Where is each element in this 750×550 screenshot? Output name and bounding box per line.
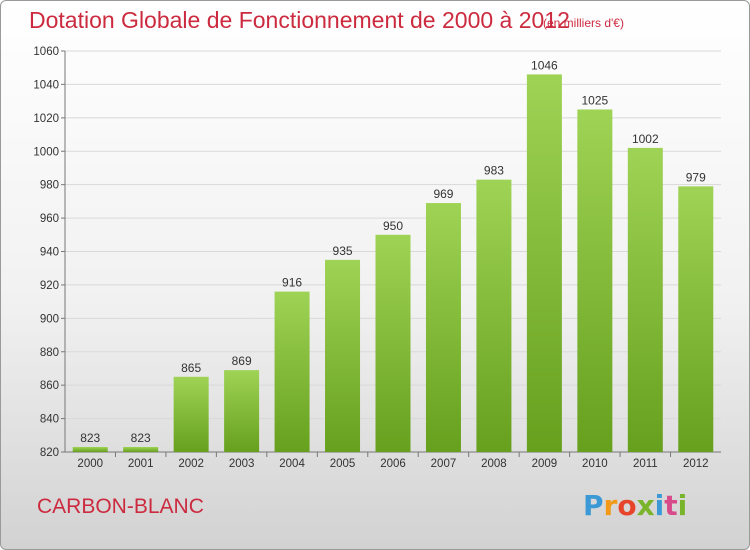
x-tick-label: 2009 bbox=[532, 458, 558, 470]
x-tick-label: 2004 bbox=[279, 458, 305, 470]
x-tick-label: 2002 bbox=[178, 458, 204, 470]
bar-value-label: 983 bbox=[484, 164, 504, 178]
bar bbox=[476, 179, 512, 452]
y-tick-label: 1000 bbox=[33, 146, 59, 158]
chart-title: Dotation Globale de Fonctionnement de 20… bbox=[29, 7, 570, 33]
x-tick-label: 2011 bbox=[633, 458, 658, 470]
bar-value-label: 1002 bbox=[632, 132, 659, 146]
bar-value-label: 979 bbox=[686, 170, 706, 184]
bar bbox=[72, 446, 108, 452]
y-tick-label: 900 bbox=[40, 313, 59, 325]
bars: 823 823 865 869 916 935 950 969 983 1046 1025 1002 9… bbox=[72, 58, 714, 453]
bar-value-label: 1025 bbox=[581, 93, 608, 107]
y-tick-label: 880 bbox=[40, 347, 59, 359]
y-tick-label: 980 bbox=[40, 180, 59, 192]
bar-value-label: 935 bbox=[333, 244, 353, 258]
x-tick-label: 2005 bbox=[330, 458, 356, 470]
y-tick-label: 1040 bbox=[33, 79, 59, 91]
x-tick-label: 2007 bbox=[431, 458, 457, 470]
y-tick-label: 1060 bbox=[33, 46, 59, 58]
bar bbox=[274, 291, 310, 452]
bar-value-label: 823 bbox=[131, 431, 151, 445]
x-tick-label: 2006 bbox=[380, 458, 406, 470]
x-tick-label: 2010 bbox=[582, 458, 608, 470]
x-axis-ticks: 2000 2001 2002 2003 2004 2005 2006 2007 2008 2009… bbox=[77, 452, 709, 470]
bar bbox=[123, 446, 159, 452]
y-tick-label: 860 bbox=[40, 380, 59, 392]
bar-value-label: 916 bbox=[282, 276, 302, 290]
bar-value-label: 969 bbox=[433, 187, 453, 201]
chart-unit: (en milliers d'€) bbox=[543, 16, 624, 30]
y-axis-ticks: 820 840 860 880 900 920 940 960 980 1000 1020 1040 1… bbox=[33, 46, 65, 459]
bar bbox=[375, 234, 411, 452]
bar bbox=[173, 376, 209, 452]
proxiti-logo: Proxiti bbox=[583, 489, 688, 522]
x-tick-label: 2003 bbox=[229, 458, 255, 470]
y-tick-label: 820 bbox=[40, 447, 59, 459]
bar bbox=[577, 109, 613, 453]
y-tick-label: 1020 bbox=[33, 113, 59, 125]
bar bbox=[627, 147, 663, 453]
bar bbox=[526, 74, 562, 453]
x-tick-label: 2000 bbox=[77, 458, 103, 470]
x-tick-label: 2001 bbox=[128, 458, 154, 470]
bar bbox=[325, 259, 361, 452]
bar-value-label: 950 bbox=[383, 219, 403, 233]
bar-value-label: 823 bbox=[80, 431, 100, 445]
y-tick-label: 920 bbox=[40, 280, 59, 292]
bar bbox=[678, 186, 714, 452]
x-tick-label: 2012 bbox=[683, 458, 709, 470]
y-tick-label: 840 bbox=[40, 414, 59, 426]
y-tick-label: 940 bbox=[40, 247, 59, 259]
place-name: CARBON-BLANC bbox=[37, 495, 204, 518]
bar-value-label: 1046 bbox=[531, 58, 558, 72]
y-tick-label: 960 bbox=[40, 213, 59, 225]
bar bbox=[224, 370, 260, 452]
bar bbox=[425, 203, 461, 452]
bar-value-label: 869 bbox=[232, 354, 252, 368]
x-tick-label: 2008 bbox=[481, 458, 507, 470]
bar-value-label: 865 bbox=[181, 361, 201, 375]
